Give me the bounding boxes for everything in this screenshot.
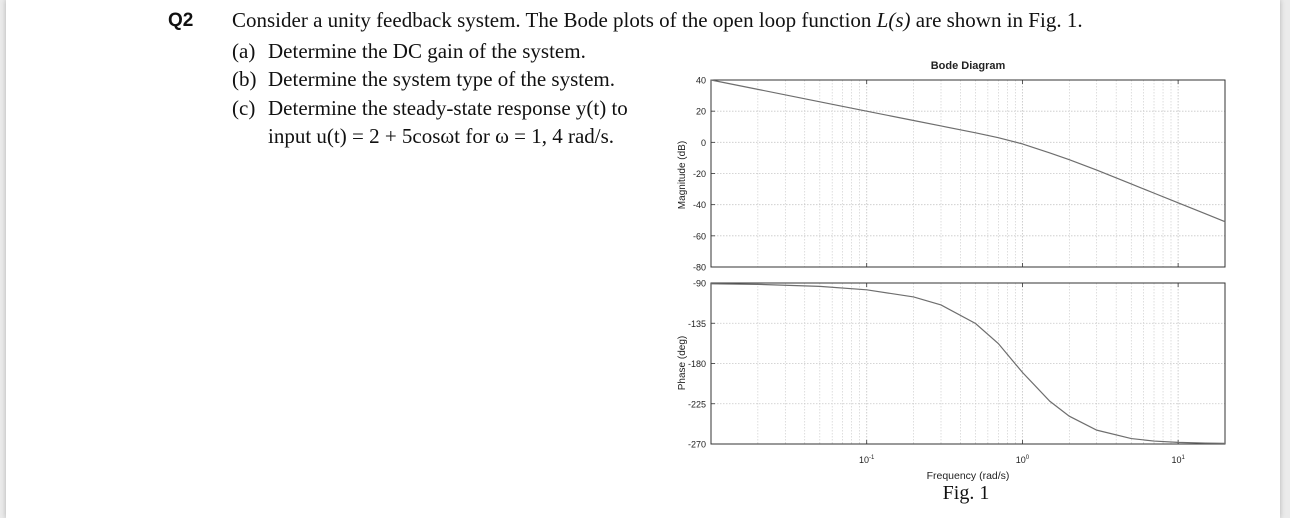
xtick-label: 100	[1016, 455, 1030, 465]
xtick-exponent: -1	[869, 455, 875, 461]
question-number: Q2	[168, 10, 194, 31]
part-c: (c) Determine the steady-state response y…	[232, 96, 628, 121]
part-a: (a) Determine the DC gain of the system.	[232, 39, 586, 64]
magnitude-ytick-label: -60	[693, 231, 706, 241]
figure-caption: Fig. 1	[942, 482, 990, 504]
magnitude-ytick-label: 40	[696, 76, 706, 86]
document-page: Q2 Consider a unity feedback system. The…	[6, 0, 1280, 518]
chart-title: Bode Diagram	[931, 60, 1006, 72]
xlabel: Frequency (rad/s)	[927, 470, 1010, 482]
question-stem: Consider a unity feedback system. The Bo…	[232, 8, 1083, 33]
part-b-label: (b)	[232, 67, 257, 91]
xtick-base: 10	[859, 455, 869, 465]
magnitude-ytick-label: -40	[693, 200, 706, 210]
part-c-continuation: input u(t) = 2 + 5cosωt for ω = 1, 4 rad…	[268, 124, 615, 148]
stem-math: L(s)	[876, 8, 911, 32]
xtick-exponent: 1	[1181, 455, 1185, 461]
phase-ytick-label: -270	[688, 440, 706, 450]
magnitude-series-line	[710, 79, 1226, 223]
phase-ytick-label: -180	[688, 359, 706, 369]
part-a-label: (a)	[232, 39, 256, 63]
stem-text-before: Consider a unity feedback system. The Bo…	[232, 8, 877, 32]
magnitude-ytick-label: -80	[693, 263, 706, 273]
magnitude-ytick-label: -20	[693, 169, 706, 179]
xtick-base: 10	[1171, 455, 1181, 465]
phase-ylabel: Phase (deg)	[677, 336, 688, 390]
part-c-text: Determine the steady-state response y(t)…	[268, 96, 628, 120]
magnitude-ytick-label: 20	[696, 107, 706, 117]
xtick-exponent: 0	[1026, 455, 1030, 461]
part-a-text: Determine the DC gain of the system.	[268, 39, 586, 63]
part-c-label: (c)	[232, 96, 256, 120]
magnitude-axes-frame	[710, 79, 1226, 268]
phase-ytick-label: -90	[693, 279, 706, 289]
magnitude-panel: 40 20 0 -20 -40 -60 -80 Magnitude (dB)	[677, 76, 1226, 273]
stem-text-after: are shown in Fig. 1.	[910, 8, 1083, 32]
part-b: (b) Determine the system type of the syst…	[232, 67, 615, 92]
phase-panel: -90 -135 -180 -225 -270 Phase (deg)	[677, 279, 1226, 450]
xtick-base: 10	[1016, 455, 1026, 465]
phase-series-line	[710, 283, 1226, 444]
phase-ytick-label: -135	[688, 319, 706, 329]
phase-ytick-label: -225	[688, 399, 706, 409]
magnitude-ytick-label: 0	[701, 138, 706, 148]
part-b-text: Determine the system type of the system.	[268, 67, 616, 91]
phase-axes-frame	[710, 282, 1226, 445]
xtick-label: 10-1	[859, 455, 875, 465]
xtick-label: 101	[1171, 455, 1185, 465]
magnitude-ylabel: Magnitude (dB)	[677, 141, 688, 209]
